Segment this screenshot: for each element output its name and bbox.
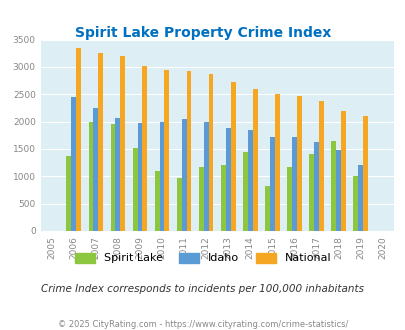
Bar (286, 167, 291, 231)
Bar (110, 124, 115, 231)
Bar (176, 178, 181, 231)
Bar (243, 152, 247, 231)
Text: Crime Index corresponds to incidents per 100,000 inhabitants: Crime Index corresponds to incidents per… (41, 284, 364, 294)
Bar (198, 167, 203, 231)
Bar (340, 111, 345, 231)
Bar (335, 150, 340, 231)
Bar (159, 122, 164, 231)
Text: Spirit Lake Property Crime Index: Spirit Lake Property Crime Index (75, 26, 330, 40)
Bar (208, 74, 213, 231)
Bar (274, 94, 279, 231)
Bar (186, 71, 191, 231)
Bar (362, 116, 367, 231)
Bar (88, 122, 93, 231)
Bar (76, 48, 81, 231)
Bar (164, 70, 169, 231)
Bar (296, 96, 301, 231)
Bar (309, 154, 313, 231)
Bar (264, 186, 269, 231)
Bar (203, 122, 208, 231)
Bar (120, 56, 125, 231)
Bar (330, 141, 335, 231)
Bar (352, 176, 357, 231)
Bar (247, 130, 252, 231)
Bar (93, 108, 98, 231)
Bar (220, 165, 225, 231)
Bar (252, 89, 257, 231)
Bar (115, 117, 120, 231)
Legend: Spirit Lake, Idaho, National: Spirit Lake, Idaho, National (71, 249, 334, 267)
Bar (137, 123, 142, 231)
Bar (71, 97, 76, 231)
Bar (98, 53, 103, 231)
Bar (66, 156, 71, 231)
Bar (132, 148, 137, 231)
Bar (181, 119, 186, 231)
Bar (225, 128, 230, 231)
Bar (230, 82, 235, 231)
Bar (318, 101, 323, 231)
Bar (313, 142, 318, 231)
Bar (142, 66, 147, 231)
Bar (357, 165, 362, 231)
Text: © 2025 CityRating.com - https://www.cityrating.com/crime-statistics/: © 2025 CityRating.com - https://www.city… (58, 320, 347, 329)
Bar (154, 171, 159, 231)
Bar (269, 137, 274, 231)
Bar (291, 137, 296, 231)
